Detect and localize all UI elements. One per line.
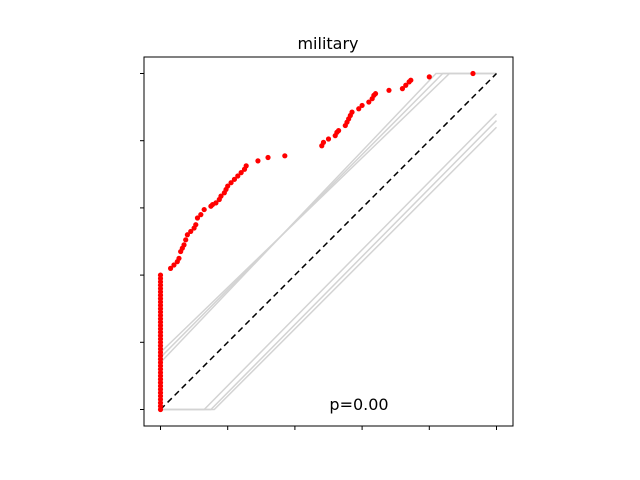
data-point bbox=[213, 200, 219, 206]
data-point bbox=[470, 70, 476, 77]
data-point bbox=[408, 77, 414, 83]
data-point bbox=[194, 215, 201, 221]
data-point bbox=[183, 237, 189, 243]
data-point bbox=[403, 82, 409, 88]
data-point bbox=[243, 163, 249, 169]
p-value-annotation: p=0.00 bbox=[329, 395, 388, 414]
data-point bbox=[228, 180, 234, 186]
data-point bbox=[335, 128, 342, 134]
data-point bbox=[235, 173, 241, 179]
chart-title: military bbox=[297, 34, 358, 53]
data-points bbox=[157, 70, 476, 413]
data-point bbox=[218, 193, 224, 199]
data-point bbox=[181, 242, 187, 248]
data-point bbox=[359, 102, 365, 109]
data-point bbox=[255, 158, 261, 164]
data-point bbox=[349, 109, 355, 115]
data-point bbox=[238, 170, 244, 176]
reference-line bbox=[159, 72, 498, 411]
data-point bbox=[231, 176, 238, 182]
null-bands bbox=[159, 72, 498, 411]
data-point bbox=[201, 206, 207, 213]
data-point bbox=[372, 91, 379, 97]
data-point bbox=[366, 99, 372, 105]
data-point bbox=[386, 87, 392, 93]
null-band-line bbox=[159, 72, 497, 353]
data-point bbox=[265, 154, 271, 161]
data-point bbox=[198, 212, 204, 218]
data-point bbox=[157, 272, 164, 278]
data-point bbox=[426, 74, 432, 80]
y-axis-ticks bbox=[140, 73, 144, 410]
data-point bbox=[184, 232, 190, 238]
data-point bbox=[171, 262, 177, 268]
data-point bbox=[167, 265, 174, 271]
null-band-line bbox=[160, 126, 498, 411]
data-point bbox=[225, 183, 231, 189]
data-point bbox=[282, 153, 288, 159]
x-axis-ticks bbox=[160, 426, 497, 430]
data-point bbox=[399, 86, 406, 92]
data-point bbox=[188, 228, 194, 235]
data-point bbox=[356, 106, 362, 112]
data-point bbox=[176, 255, 182, 261]
data-point bbox=[325, 136, 332, 142]
data-point bbox=[320, 139, 327, 145]
data-point bbox=[193, 222, 199, 228]
